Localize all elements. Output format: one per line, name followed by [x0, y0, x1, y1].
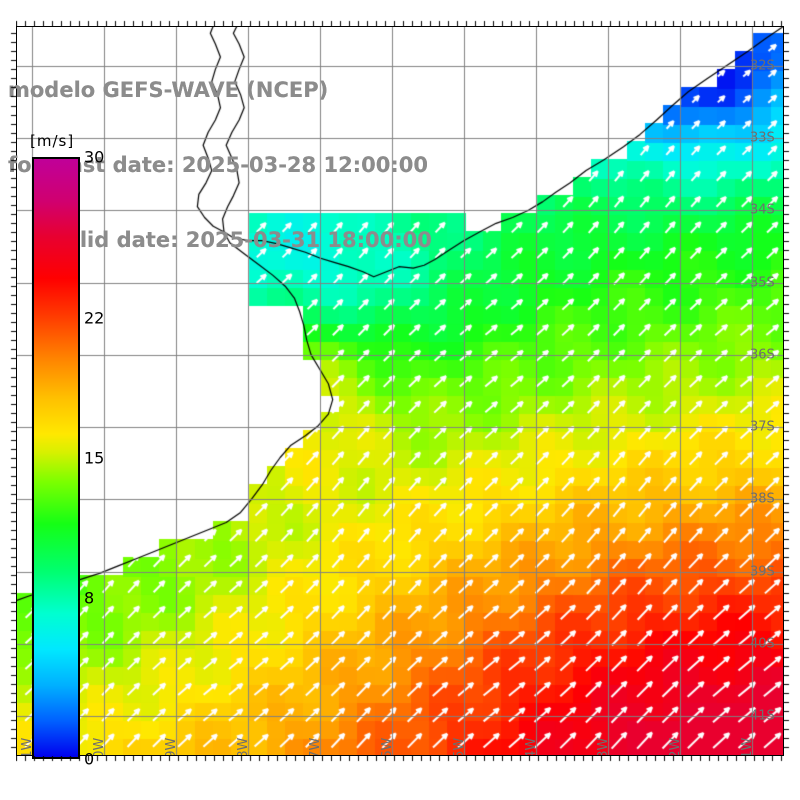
longitude-label: 58W [235, 737, 251, 756]
longitude-label: 55W [451, 737, 467, 756]
latitude-label: 39S [750, 564, 775, 580]
title-model-line: modelo GEFS-WAVE (NCEP) [8, 78, 329, 102]
latitude-label: 36S [750, 347, 775, 363]
longitude-label: 59W [163, 737, 179, 756]
longitude-label: 53W [595, 737, 611, 756]
map-plot-area[interactable]: 61W 60W 59W 58W 57W 56W 55W 54W 53W 52W 51W 32S 33S… [16, 26, 784, 756]
colorbar [32, 157, 80, 759]
top-axis-ticks [16, 17, 784, 26]
left-axis-ticks [7, 26, 16, 756]
longitude-label: 51W [739, 737, 755, 756]
colorbar-gradient [32, 157, 80, 759]
bottom-axis-ticks [16, 756, 784, 765]
longitude-label: 52W [667, 737, 683, 756]
latitude-label: 37S [750, 419, 775, 435]
right-axis-ticks [784, 26, 793, 756]
latitude-label: 32S [750, 58, 775, 74]
colorbar-tick-8: 8 [84, 588, 95, 608]
colorbar-tick-15: 15 [84, 448, 105, 468]
latitude-label: 35S [750, 275, 775, 291]
title-valid-date-line: valid date: 2025-03-31 18:00:00 [52, 228, 432, 252]
latitude-label: 41S [750, 708, 775, 724]
colorbar-tick-30: 30 [84, 147, 105, 167]
latitude-label: 38S [750, 491, 775, 507]
longitude-label: 56W [379, 737, 395, 756]
colorbar-tick-22: 22 [84, 308, 105, 328]
latitude-label: 33S [750, 130, 775, 146]
longitude-label: 54W [523, 737, 539, 756]
colorbar-unit-label: [m/s] [30, 132, 75, 150]
longitude-label: 57W [307, 737, 323, 756]
graticule-layer [16, 26, 784, 756]
latitude-label: 34S [750, 202, 775, 218]
latitude-label: 40S [750, 636, 775, 652]
